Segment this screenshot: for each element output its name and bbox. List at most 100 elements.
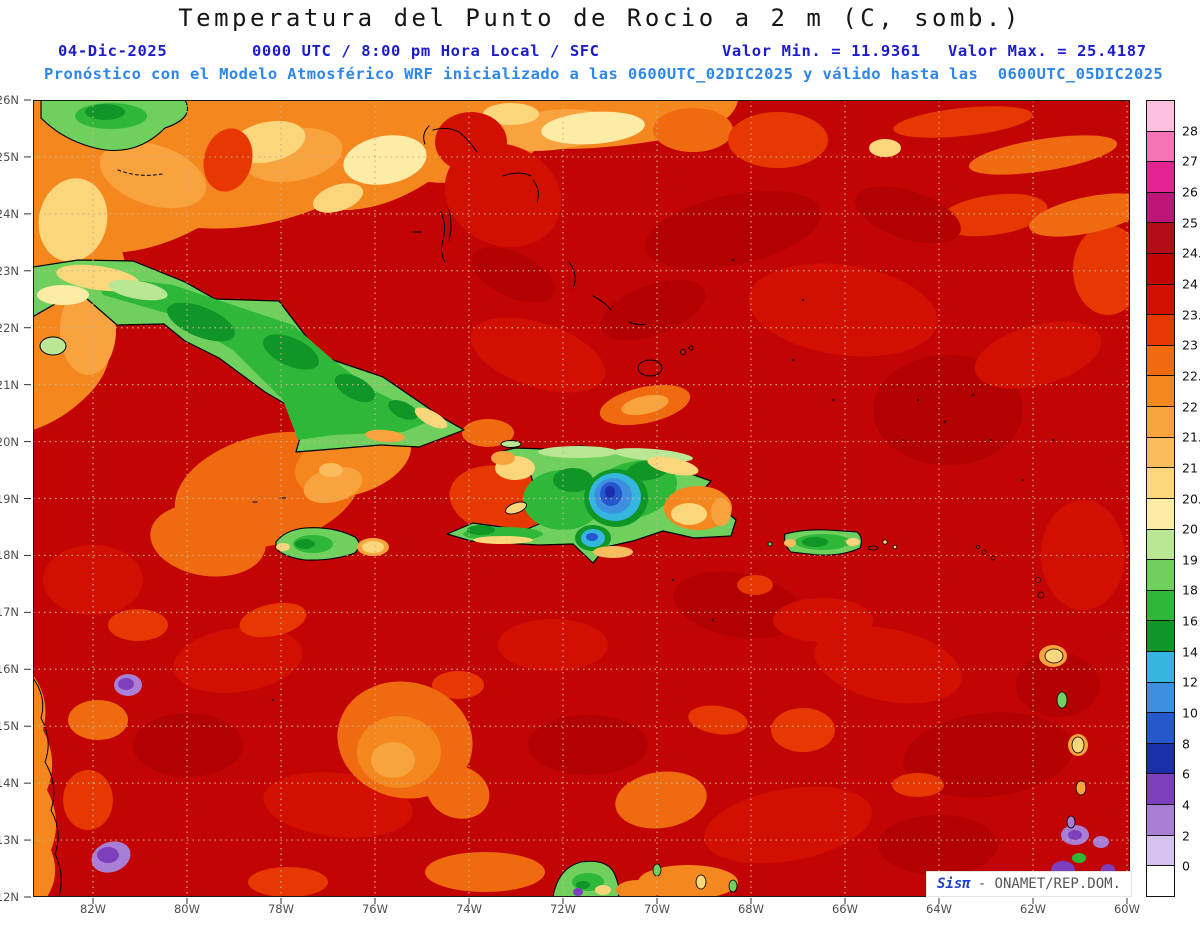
lat-label: 13N: [0, 833, 19, 848]
colorbar-tick-label: 6: [1182, 766, 1190, 782]
lat-label: 18N: [0, 548, 19, 563]
lon-label: 82W: [79, 902, 107, 916]
colorbar-cell: [1147, 560, 1174, 591]
colorbar-tick-label: 12: [1182, 674, 1198, 690]
lon-label: 78W: [267, 902, 295, 916]
colorbar-cell: [1147, 254, 1174, 285]
colorbar-tick-label: 2: [1182, 828, 1190, 844]
map-area: [24, 99, 1130, 904]
dewpoint-field-blobs: [33, 100, 1130, 897]
lat-label: 22N: [0, 320, 19, 335]
watermark-text: - ONAMET/REP.DOM.: [977, 876, 1121, 892]
colorbar-tick-label: 28: [1182, 123, 1198, 139]
colorbar-tick-label: 21.5: [1182, 429, 1200, 445]
colorbar-tick-label: 18: [1182, 582, 1198, 598]
colorbar-tick-label: 25: [1182, 215, 1198, 231]
lat-label: 15N: [0, 719, 19, 734]
lesser-antilles: [976, 545, 1088, 895]
colorbar-labels: 2827262524.52423.52322.52221.52120.52019…: [1182, 100, 1200, 897]
colorbar-tick-label: 23: [1182, 337, 1198, 353]
colorbar-tick-label: 14: [1182, 644, 1198, 660]
colorbar-cell: [1147, 223, 1174, 255]
colorbar-cell: [1147, 192, 1174, 224]
colorbar-cell: [1147, 805, 1174, 836]
lat-label: 24N: [0, 206, 19, 221]
watermark-brand: Sisπ: [936, 876, 971, 892]
colorbar: [1146, 100, 1175, 897]
colorbar-tick-label: 24: [1182, 276, 1198, 292]
colorbar-cell: [1147, 713, 1174, 744]
colorbar-cell: [1147, 835, 1174, 867]
southern-coast-islands: [552, 860, 738, 897]
colorbar-cell: [1147, 621, 1174, 652]
colorbar-cell: [1147, 131, 1174, 163]
colorbar-cell: [1147, 682, 1174, 714]
colorbar-cell: [1147, 315, 1174, 346]
colorbar-tick-label: 22.5: [1182, 368, 1200, 384]
colorbar-tick-label: 4: [1182, 797, 1190, 813]
lat-label: 21N: [0, 377, 19, 392]
colorbar-cell: [1147, 284, 1174, 316]
lon-label: 62W: [1019, 902, 1047, 916]
colorbar-cell: [1147, 498, 1174, 530]
forecast-time: 0000 UTC / 8:00 pm Hora Local / SFC: [252, 42, 600, 60]
forecast-map: [24, 99, 1130, 904]
axis-ticks: [24, 99, 1128, 904]
lon-label: 74W: [455, 902, 483, 916]
colorbar-tick-label: 23.5: [1182, 307, 1200, 323]
lon-label: 66W: [831, 902, 859, 916]
value-min: Valor Min. = 11.9361: [722, 42, 921, 60]
graticule: [33, 100, 1130, 897]
colorbar-tick-label: 27: [1182, 153, 1198, 169]
colorbar-cell: [1147, 345, 1174, 377]
lat-label: 17N: [0, 605, 19, 620]
lon-label: 80W: [173, 902, 201, 916]
colorbar-tick-label: 22: [1182, 399, 1198, 415]
lat-label: 19N: [0, 491, 19, 506]
lon-label: 70W: [643, 902, 671, 916]
lon-label: 64W: [925, 902, 953, 916]
lat-axis: 26N 25N 24N 23N 22N 21N 20N 19N 18N 17N 16N 15N 14N 1…: [0, 93, 30, 904]
page-title: Temperatura del Punto de Rocio a 2 m (C,…: [178, 4, 1022, 32]
hispaniola-island: [446, 440, 737, 564]
colorbar-tick-label: 16: [1182, 613, 1198, 629]
lat-label: 26N: [0, 93, 19, 107]
lat-label: 12N: [0, 890, 19, 904]
colorbar-cell: [1147, 774, 1174, 806]
contour-speckles: [271, 258, 1055, 702]
colorbar-tick-label: 19: [1182, 552, 1198, 568]
colorbar-cell: [1147, 529, 1174, 561]
colorbar-cell: [1147, 376, 1174, 408]
colorbar-cell: [1147, 407, 1174, 438]
colorbar-tick-label: 20.5: [1182, 491, 1200, 506]
colorbar-cell: [1147, 437, 1174, 469]
colorbar-cell: [1147, 468, 1174, 499]
colorbar-cell: [1147, 866, 1174, 896]
colorbar-tick-label: 8: [1182, 736, 1190, 752]
lon-label: 60W: [1113, 902, 1141, 916]
model-info-line: Pronóstico con el Modelo Atmosférico WRF…: [44, 65, 1164, 83]
lon-label: 72W: [549, 902, 577, 916]
colorbar-tick-label: 10: [1182, 705, 1198, 721]
lat-label: 25N: [0, 149, 19, 164]
colorbar-cell: [1147, 101, 1174, 132]
colorbar-tick-label: 24.5: [1182, 245, 1200, 261]
lat-label: 23N: [0, 263, 19, 278]
lat-label: 14N: [0, 776, 19, 791]
colorbar-tick-label: 21: [1182, 460, 1198, 476]
lat-label: 20N: [0, 434, 19, 449]
value-max: Valor Max. = 25.4187: [948, 42, 1147, 60]
puerto-rico-island: [767, 529, 898, 556]
lon-axis: 82W 80W 78W 76W 74W 72W 70W 68W 66W 64W 62W 60W: [33, 902, 1140, 918]
coastlines: [33, 125, 694, 897]
watermark: Sisπ - ONAMET/REP.DOM.: [925, 871, 1132, 897]
colorbar-tick-label: 0: [1182, 858, 1190, 874]
lon-label: 68W: [737, 902, 765, 916]
colorbar-cell: [1147, 590, 1174, 622]
colorbar-tick-label: 26: [1182, 184, 1198, 200]
map-border: [33, 100, 1130, 897]
lon-label: 76W: [361, 902, 389, 916]
colorbar-cell: [1147, 651, 1174, 683]
colorbar-tick-label: 20: [1182, 521, 1198, 537]
jamaica-island: [275, 527, 389, 561]
